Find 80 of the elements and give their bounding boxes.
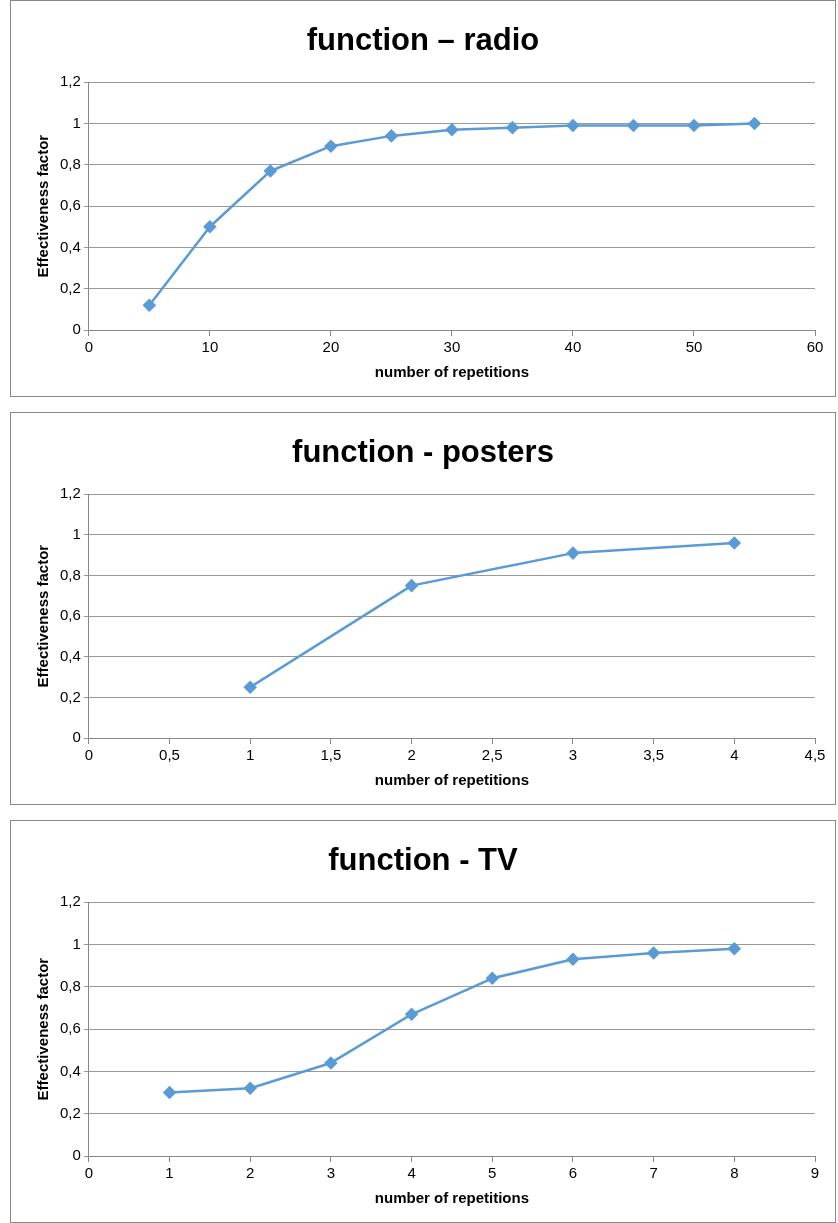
y-tick-label: 0,6 xyxy=(59,196,81,214)
point xyxy=(566,953,580,966)
y-tick-label: 1 xyxy=(72,113,81,131)
x-tick-label: 0 xyxy=(84,338,94,356)
y-tick-label: 0,4 xyxy=(59,237,81,255)
point xyxy=(324,139,338,153)
x-tick-label: 3 xyxy=(326,1164,336,1182)
y-tick-label: 0,2 xyxy=(59,1103,81,1121)
y-tick-label: 0,6 xyxy=(59,606,81,624)
point xyxy=(687,119,701,132)
point xyxy=(486,972,499,985)
y-tick-label: 1,2 xyxy=(59,72,81,90)
y-tick-label: 0,6 xyxy=(59,1019,81,1037)
y-tick-label: 0,2 xyxy=(59,278,81,296)
y-tick-label: 0,8 xyxy=(59,154,81,172)
x-axis-title: number of repetitions xyxy=(374,771,530,789)
y-axis-title: Effectiveness factor xyxy=(34,957,52,1101)
y-tick-label: 0,4 xyxy=(59,646,81,664)
chart-title: function – radio xyxy=(306,22,540,58)
x-tick-label: 10 xyxy=(201,338,219,356)
point xyxy=(627,119,640,132)
x-tick-label: 50 xyxy=(685,338,703,356)
y-tick-label: 1,2 xyxy=(59,484,81,502)
x-tick-label: 1 xyxy=(165,1164,174,1182)
x-tick-label: 3 xyxy=(568,746,578,764)
point xyxy=(203,220,217,233)
point xyxy=(163,1086,176,1099)
x-tick-label: 2 xyxy=(246,1164,255,1182)
x-tick-label: 20 xyxy=(322,338,340,356)
x-tick-label: 0 xyxy=(84,1164,94,1182)
x-tick-label: 40 xyxy=(564,338,582,356)
y-tick-label: 0,4 xyxy=(59,1061,81,1079)
point xyxy=(566,119,580,132)
x-tick-label: 30 xyxy=(443,338,461,356)
point xyxy=(243,1082,257,1095)
point xyxy=(324,1056,338,1070)
point xyxy=(647,946,660,960)
x-tick-label: 1,5 xyxy=(320,746,342,764)
x-axis-title: number of repetitions xyxy=(374,363,530,381)
y-tick-label: 1,2 xyxy=(59,892,81,910)
y-tick-label: 0,8 xyxy=(59,976,81,994)
chart-title: function - posters xyxy=(292,434,554,470)
point xyxy=(506,121,519,134)
x-tick-label: 0 xyxy=(84,746,94,764)
x-tick-label: 0,5 xyxy=(159,746,180,764)
point xyxy=(728,942,741,955)
x-tick-label: 9 xyxy=(810,1164,820,1182)
x-tick-label: 4 xyxy=(730,746,739,764)
x-axis-title: number of repetitions xyxy=(374,1189,530,1207)
point xyxy=(405,579,418,592)
x-tick-label: 7 xyxy=(649,1164,658,1182)
point xyxy=(748,117,761,130)
y-tick-label: 1 xyxy=(72,934,81,952)
y-tick-label: 0,2 xyxy=(59,687,81,705)
x-tick-label: 8 xyxy=(730,1164,739,1182)
y-tick-label: 0 xyxy=(72,320,81,338)
y-axis-title: Effectiveness factor xyxy=(34,544,52,688)
y-tick-label: 0 xyxy=(72,1146,81,1164)
y-tick-label: 0,8 xyxy=(59,565,81,583)
x-tick-label: 4,5 xyxy=(804,746,826,764)
point xyxy=(143,298,156,312)
x-tick-label: 5 xyxy=(488,1164,497,1182)
point xyxy=(445,123,459,136)
point xyxy=(405,1008,418,1021)
x-tick-label: 2,5 xyxy=(481,746,503,764)
point xyxy=(385,129,398,143)
x-tick-label: 60 xyxy=(806,338,824,356)
x-tick-label: 6 xyxy=(568,1164,578,1182)
point xyxy=(728,536,741,550)
x-tick-label: 1 xyxy=(246,746,255,764)
x-tick-label: 3,5 xyxy=(643,746,665,764)
point xyxy=(566,546,580,560)
x-tick-label: 2 xyxy=(407,746,416,764)
x-tick-label: 4 xyxy=(407,1164,416,1182)
chart-title: function - TV xyxy=(328,842,519,878)
point xyxy=(264,164,277,178)
y-tick-label: 1 xyxy=(72,524,81,542)
point xyxy=(243,680,257,694)
y-axis-title: Effectiveness factor xyxy=(34,134,52,278)
y-tick-label: 0 xyxy=(72,728,81,746)
